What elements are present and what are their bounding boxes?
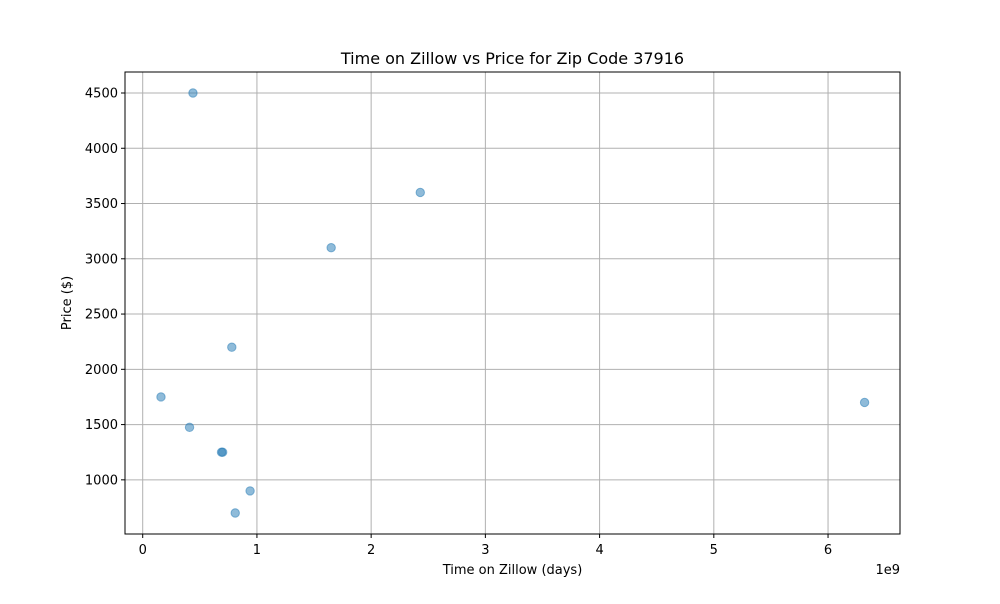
y-tick-label: 4500 — [85, 87, 118, 102]
x-axis-offset-label: 1e9 — [875, 563, 900, 578]
x-tick-label: 1 — [253, 543, 261, 558]
y-tick-label: 1500 — [85, 418, 118, 433]
y-tick-label: 3500 — [85, 197, 118, 212]
x-axis-ticks: 0 1 2 3 4 5 6 — [139, 534, 832, 558]
data-point — [326, 243, 336, 253]
data-point — [217, 447, 228, 457]
data-point — [188, 88, 198, 98]
x-tick-label: 3 — [481, 543, 489, 558]
plot-frame — [124, 71, 901, 535]
x-tick-label: 4 — [595, 543, 603, 558]
y-tick-label: 4000 — [85, 142, 118, 157]
y-axis-ticks: 1000 1500 2000 2500 3000 3500 4000 4500 — [85, 87, 125, 488]
data-point — [227, 342, 237, 352]
data-point — [859, 397, 870, 408]
y-tick-label: 3000 — [85, 252, 118, 267]
y-tick-label: 2500 — [85, 308, 118, 323]
data-points — [156, 88, 870, 518]
x-tick-label: 6 — [824, 543, 832, 558]
y-axis-label: Price ($) — [60, 276, 75, 330]
y-tick-label: 1000 — [85, 473, 118, 488]
y-tick-label: 2000 — [85, 363, 118, 378]
data-point — [156, 392, 166, 402]
chart-title: Time on Zillow vs Price for Zip Code 379… — [340, 49, 684, 68]
x-tick-label: 0 — [139, 543, 147, 558]
grid-lines — [125, 72, 900, 534]
x-axis-label: Time on Zillow (days) — [442, 563, 583, 578]
x-tick-label: 5 — [710, 543, 718, 558]
data-point — [184, 422, 195, 433]
x-tick-label: 2 — [367, 543, 375, 558]
data-point — [245, 486, 255, 496]
data-point — [415, 187, 425, 198]
data-point — [230, 508, 240, 518]
